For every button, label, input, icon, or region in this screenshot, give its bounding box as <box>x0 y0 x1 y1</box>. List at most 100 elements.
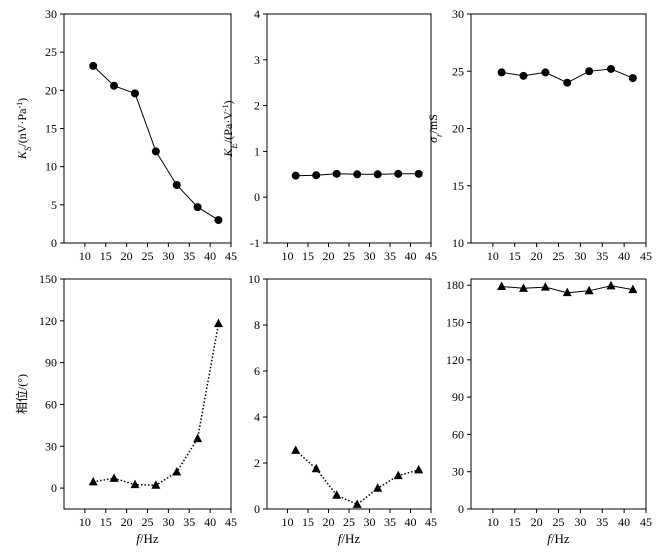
x-tick-label: 45 <box>425 515 437 529</box>
x-tick-label: 35 <box>596 249 608 263</box>
data-point <box>540 282 550 291</box>
data-point <box>311 463 321 473</box>
x-tick-label: 20 <box>121 515 133 529</box>
x-tick-label: 10 <box>487 515 499 529</box>
y-axis-title-part: K <box>221 148 235 158</box>
plot-frame <box>266 13 432 244</box>
x-tick-label: 30 <box>574 515 586 529</box>
x-tick-label: 15 <box>302 249 314 263</box>
y-tick-label: 10 <box>45 160 57 174</box>
y-tick-label: 15 <box>452 179 464 193</box>
panel-5: 10 15 20 25 30 35 40 45 0 2 4 6 8 10 f/Hz <box>248 272 437 546</box>
x-tick-label: 25 <box>142 515 154 529</box>
y-axis-title-part: σ <box>426 136 440 143</box>
plot-frame <box>470 278 647 510</box>
y-tick-label: 0 <box>254 190 260 204</box>
y-tick-label: 0 <box>51 481 57 495</box>
y-axis-title: KS/(nV·Pa-1) <box>15 98 34 160</box>
data-point <box>109 473 119 482</box>
data-point <box>130 89 139 98</box>
data-point <box>414 169 423 178</box>
data-point <box>89 61 98 70</box>
panel-3: 10 15 20 25 30 35 40 45 10 15 20 25 30 σr/mS <box>426 7 652 263</box>
data-point <box>332 169 341 178</box>
data-point <box>214 216 223 225</box>
x-tick-label: 25 <box>343 515 355 529</box>
x-tick-label: 20 <box>531 515 543 529</box>
x-tick-label: 45 <box>225 249 237 263</box>
data-point <box>394 169 403 178</box>
data-point <box>519 71 528 80</box>
y-tick-label: 8 <box>254 318 260 332</box>
y-tick-label: 150 <box>39 272 57 286</box>
plot-frame <box>266 278 432 510</box>
x-tick-label: 20 <box>121 249 133 263</box>
y-tick-label: 10 <box>452 236 464 250</box>
y-axis-title-part: /mS <box>426 114 440 133</box>
y-tick-label: 5 <box>51 198 57 212</box>
panel-6: 10 15 20 25 30 35 40 45 0 30 60 90 120 150 180 f/Hz <box>446 278 652 546</box>
x-tick-label: 20 <box>323 249 335 263</box>
x-tick-label: 30 <box>364 249 376 263</box>
data-point <box>151 480 161 489</box>
data-point <box>607 64 615 73</box>
y-tick-label: 25 <box>452 64 464 78</box>
y-tick-label: 0 <box>458 502 464 516</box>
y-tick-label: 20 <box>45 83 57 97</box>
y-axis-title: 相位/(°) <box>14 374 29 414</box>
y-tick-label: 6 <box>254 364 260 378</box>
data-point <box>352 499 362 508</box>
y-tick-label: 15 <box>45 122 57 136</box>
x-tick-label: 35 <box>596 515 608 529</box>
data-point <box>541 68 550 77</box>
x-tick-label: 35 <box>183 249 195 263</box>
x-tick-label: 40 <box>204 249 216 263</box>
x-tick-label: 25 <box>553 249 565 263</box>
data-point <box>291 445 301 454</box>
data-point <box>193 203 202 212</box>
data-point <box>172 467 182 476</box>
y-tick-label: 10 <box>248 272 260 286</box>
x-tick-label: 25 <box>343 249 355 263</box>
y-tick-label: 150 <box>446 316 464 330</box>
data-point <box>353 170 362 179</box>
x-tick-label: 40 <box>618 249 630 263</box>
data-point <box>497 68 506 77</box>
y-axis-title: KE/(Pa·V-1) <box>221 100 240 157</box>
y-tick-label: 4 <box>254 7 260 21</box>
x-tick-label: 30 <box>364 515 376 529</box>
data-point <box>628 74 637 83</box>
x-tick-label: 10 <box>487 249 499 263</box>
data-point <box>213 318 223 328</box>
y-axis-title-part: 相位/(°) <box>14 374 29 414</box>
x-tick-label: 35 <box>384 249 396 263</box>
x-tick-label: 20 <box>531 249 543 263</box>
data-point <box>584 285 594 295</box>
data-point <box>562 287 572 297</box>
x-axis-title-unit: /Hz <box>551 531 570 546</box>
x-tick-label: 45 <box>640 515 652 529</box>
y-tick-label: 30 <box>45 439 57 453</box>
y-tick-label: 90 <box>45 356 57 370</box>
x-tick-label: 15 <box>509 515 521 529</box>
y-tick-label: 120 <box>39 314 57 328</box>
x-tick-label: 45 <box>425 249 437 263</box>
data-point <box>606 280 616 290</box>
data-point <box>373 170 382 179</box>
data-point <box>172 180 181 189</box>
x-tick-label: 10 <box>79 249 91 263</box>
x-axis-title-unit: /Hz <box>341 531 360 546</box>
data-point <box>393 470 403 480</box>
x-tick-label: 25 <box>142 249 154 263</box>
y-tick-label: -1 <box>250 236 260 250</box>
x-tick-label: 35 <box>384 515 396 529</box>
data-point <box>628 284 638 294</box>
x-tick-label: 30 <box>574 249 586 263</box>
data-point <box>130 479 140 489</box>
panel-4: 10 15 20 25 30 35 40 45 0 30 60 90 120 150 相位/(°) f/Hz <box>14 272 237 546</box>
y-tick-label: 20 <box>452 122 464 136</box>
y-axis-title: σr/mS <box>426 114 444 143</box>
x-tick-label: 15 <box>100 515 112 529</box>
